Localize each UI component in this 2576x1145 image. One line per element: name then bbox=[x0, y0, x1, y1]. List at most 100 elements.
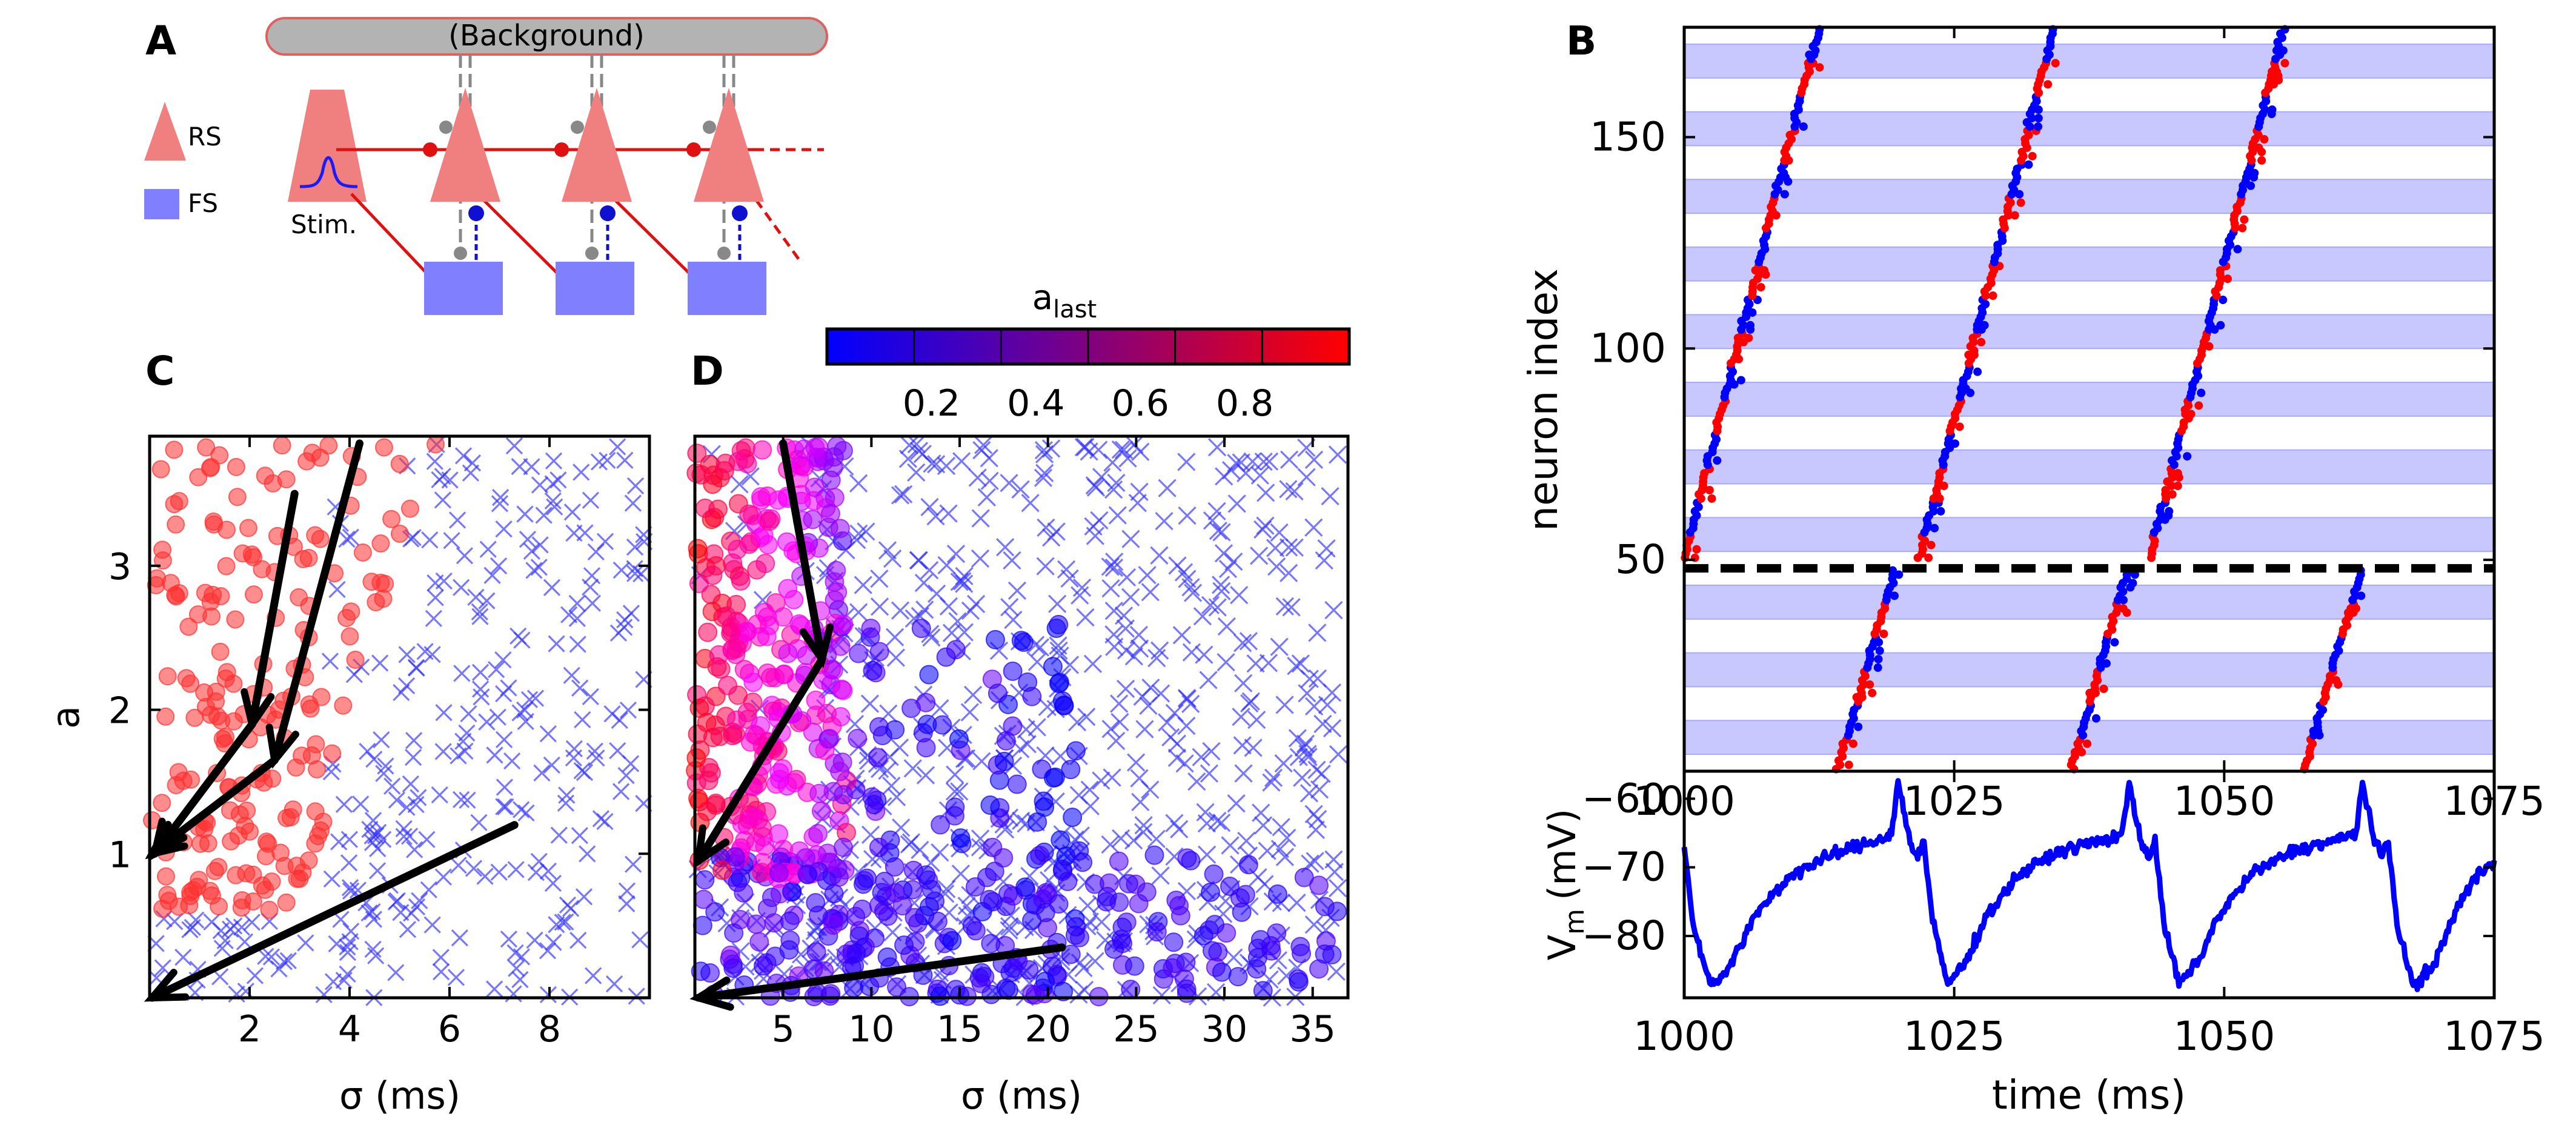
scatter-point-cross bbox=[939, 504, 958, 523]
scatter-point-cross bbox=[1267, 557, 1286, 576]
scatter-point-circle bbox=[755, 836, 775, 856]
scatter-point-circle bbox=[718, 675, 738, 695]
scatter-point-circle bbox=[887, 977, 907, 997]
scatter-point-cross bbox=[1007, 581, 1027, 600]
scatter-point-cross bbox=[1304, 450, 1324, 469]
panel-c-arrow-shaft bbox=[248, 490, 299, 728]
scatter-point-cross bbox=[849, 524, 868, 543]
scatter-point-cross bbox=[1310, 780, 1329, 799]
scatter-point-cross bbox=[434, 743, 452, 760]
spike-dot bbox=[1815, 63, 1824, 72]
scatter-point-circle bbox=[905, 908, 925, 928]
scatter-point-circle bbox=[337, 609, 356, 628]
scatter-point-cross bbox=[937, 556, 956, 575]
scatter-point-circle bbox=[210, 897, 228, 916]
spike-dot bbox=[2016, 198, 2025, 207]
scatter-point-cross bbox=[1217, 652, 1235, 672]
scatter-point-cross bbox=[489, 708, 506, 726]
colorbar: alast 0.2 0.4 0.6 0.8 bbox=[825, 278, 1351, 425]
scatter-point-cross bbox=[1048, 594, 1067, 613]
scatter-point-circle bbox=[190, 871, 208, 889]
raster-band bbox=[1684, 517, 2495, 553]
scatter-point-circle bbox=[697, 712, 717, 732]
scatter-point-cross bbox=[898, 450, 918, 468]
scatter-point-circle bbox=[1025, 985, 1045, 1005]
scatter-point-circle bbox=[177, 669, 196, 688]
scatter-point-cross bbox=[968, 468, 987, 487]
scatter-point-cross bbox=[1209, 521, 1227, 540]
spike-dot bbox=[1875, 646, 1884, 655]
stim-neuron bbox=[288, 90, 367, 202]
scatter-point-cross bbox=[1250, 466, 1269, 485]
scatter-point-cross bbox=[1049, 641, 1068, 660]
scatter-point-cross bbox=[500, 930, 518, 948]
scatter-point-circle bbox=[877, 947, 897, 967]
scatter-point-cross bbox=[1239, 632, 1258, 651]
scatter-point-cross bbox=[1000, 598, 1019, 617]
scatter-point-cross bbox=[321, 652, 339, 670]
scatter-point-cross bbox=[427, 574, 444, 592]
scatter-point-cross bbox=[1298, 745, 1317, 763]
scatter-point-circle bbox=[825, 488, 845, 508]
scatter-point-cross bbox=[361, 820, 379, 838]
scatter-point-cross bbox=[410, 789, 427, 806]
scatter-point-cross bbox=[393, 684, 410, 702]
scatter-point-cross bbox=[565, 749, 583, 767]
scatter-point-cross bbox=[1308, 669, 1327, 688]
scatter-point-circle bbox=[760, 668, 780, 688]
scatter-point-cross bbox=[539, 986, 557, 1004]
scatter-point-circle bbox=[210, 446, 229, 465]
scatter-point-cross bbox=[1150, 641, 1169, 660]
scatter-point-cross bbox=[262, 948, 281, 966]
scatter-point-cross bbox=[488, 661, 505, 679]
scatter-point-circle bbox=[749, 932, 769, 952]
scatter-point-cross bbox=[398, 798, 416, 816]
scatter-point-circle bbox=[204, 512, 223, 531]
scatter-point-circle bbox=[778, 643, 798, 663]
scatter-point-circle bbox=[861, 619, 881, 639]
scatter-point-circle bbox=[213, 729, 232, 748]
scatter-point-cross bbox=[1192, 748, 1210, 766]
scatter-point-cross bbox=[1323, 683, 1341, 702]
scatter-point-cross bbox=[1230, 586, 1249, 605]
scatter-point-cross bbox=[408, 898, 426, 916]
spike-dot bbox=[2223, 274, 2232, 284]
scatter-point-cross bbox=[1282, 598, 1301, 617]
scatter-point-cross bbox=[1227, 494, 1246, 513]
spike-dot bbox=[1854, 722, 1863, 731]
scatter-point-cross bbox=[1201, 596, 1220, 615]
scatter-point-cross bbox=[1037, 518, 1055, 537]
scatter-point-cross bbox=[1208, 811, 1227, 831]
scatter-point-cross bbox=[364, 812, 382, 829]
scatter-point-cross bbox=[352, 795, 370, 813]
scatter-point-circle bbox=[703, 565, 723, 585]
scatter-point-circle bbox=[307, 735, 325, 754]
spike-dot bbox=[1868, 688, 1877, 697]
spike-dot bbox=[1844, 760, 1853, 769]
scatter-point-circle bbox=[1030, 845, 1050, 865]
scatter-point-cross bbox=[1158, 479, 1177, 497]
scatter-point-circle bbox=[1066, 741, 1086, 761]
scatter-point-cross bbox=[1076, 608, 1095, 627]
spike-dot bbox=[2010, 211, 2019, 220]
scatter-point-circle bbox=[981, 934, 1001, 954]
scatter-point-cross bbox=[903, 759, 922, 778]
fs-neuron bbox=[688, 262, 766, 315]
scatter-point-cross bbox=[582, 688, 599, 706]
spike-dot bbox=[1865, 680, 1874, 689]
scatter-point-cross bbox=[1134, 816, 1153, 835]
scatter-point-cross bbox=[513, 801, 530, 818]
scatter-point-cross bbox=[891, 601, 910, 620]
scatter-point-cross bbox=[426, 453, 443, 470]
scatter-point-circle bbox=[301, 699, 320, 718]
scatter-point-circle bbox=[228, 488, 247, 506]
scatter-point-cross bbox=[1274, 754, 1293, 773]
scatter-point-cross bbox=[338, 530, 356, 548]
scatter-point-circle bbox=[334, 696, 353, 715]
scatter-point-cross bbox=[625, 855, 642, 873]
scatter-point-cross bbox=[582, 491, 600, 509]
scatter-point-cross bbox=[432, 949, 450, 966]
scatter-point-cross bbox=[246, 967, 264, 984]
scatter-point-cross bbox=[966, 594, 986, 614]
